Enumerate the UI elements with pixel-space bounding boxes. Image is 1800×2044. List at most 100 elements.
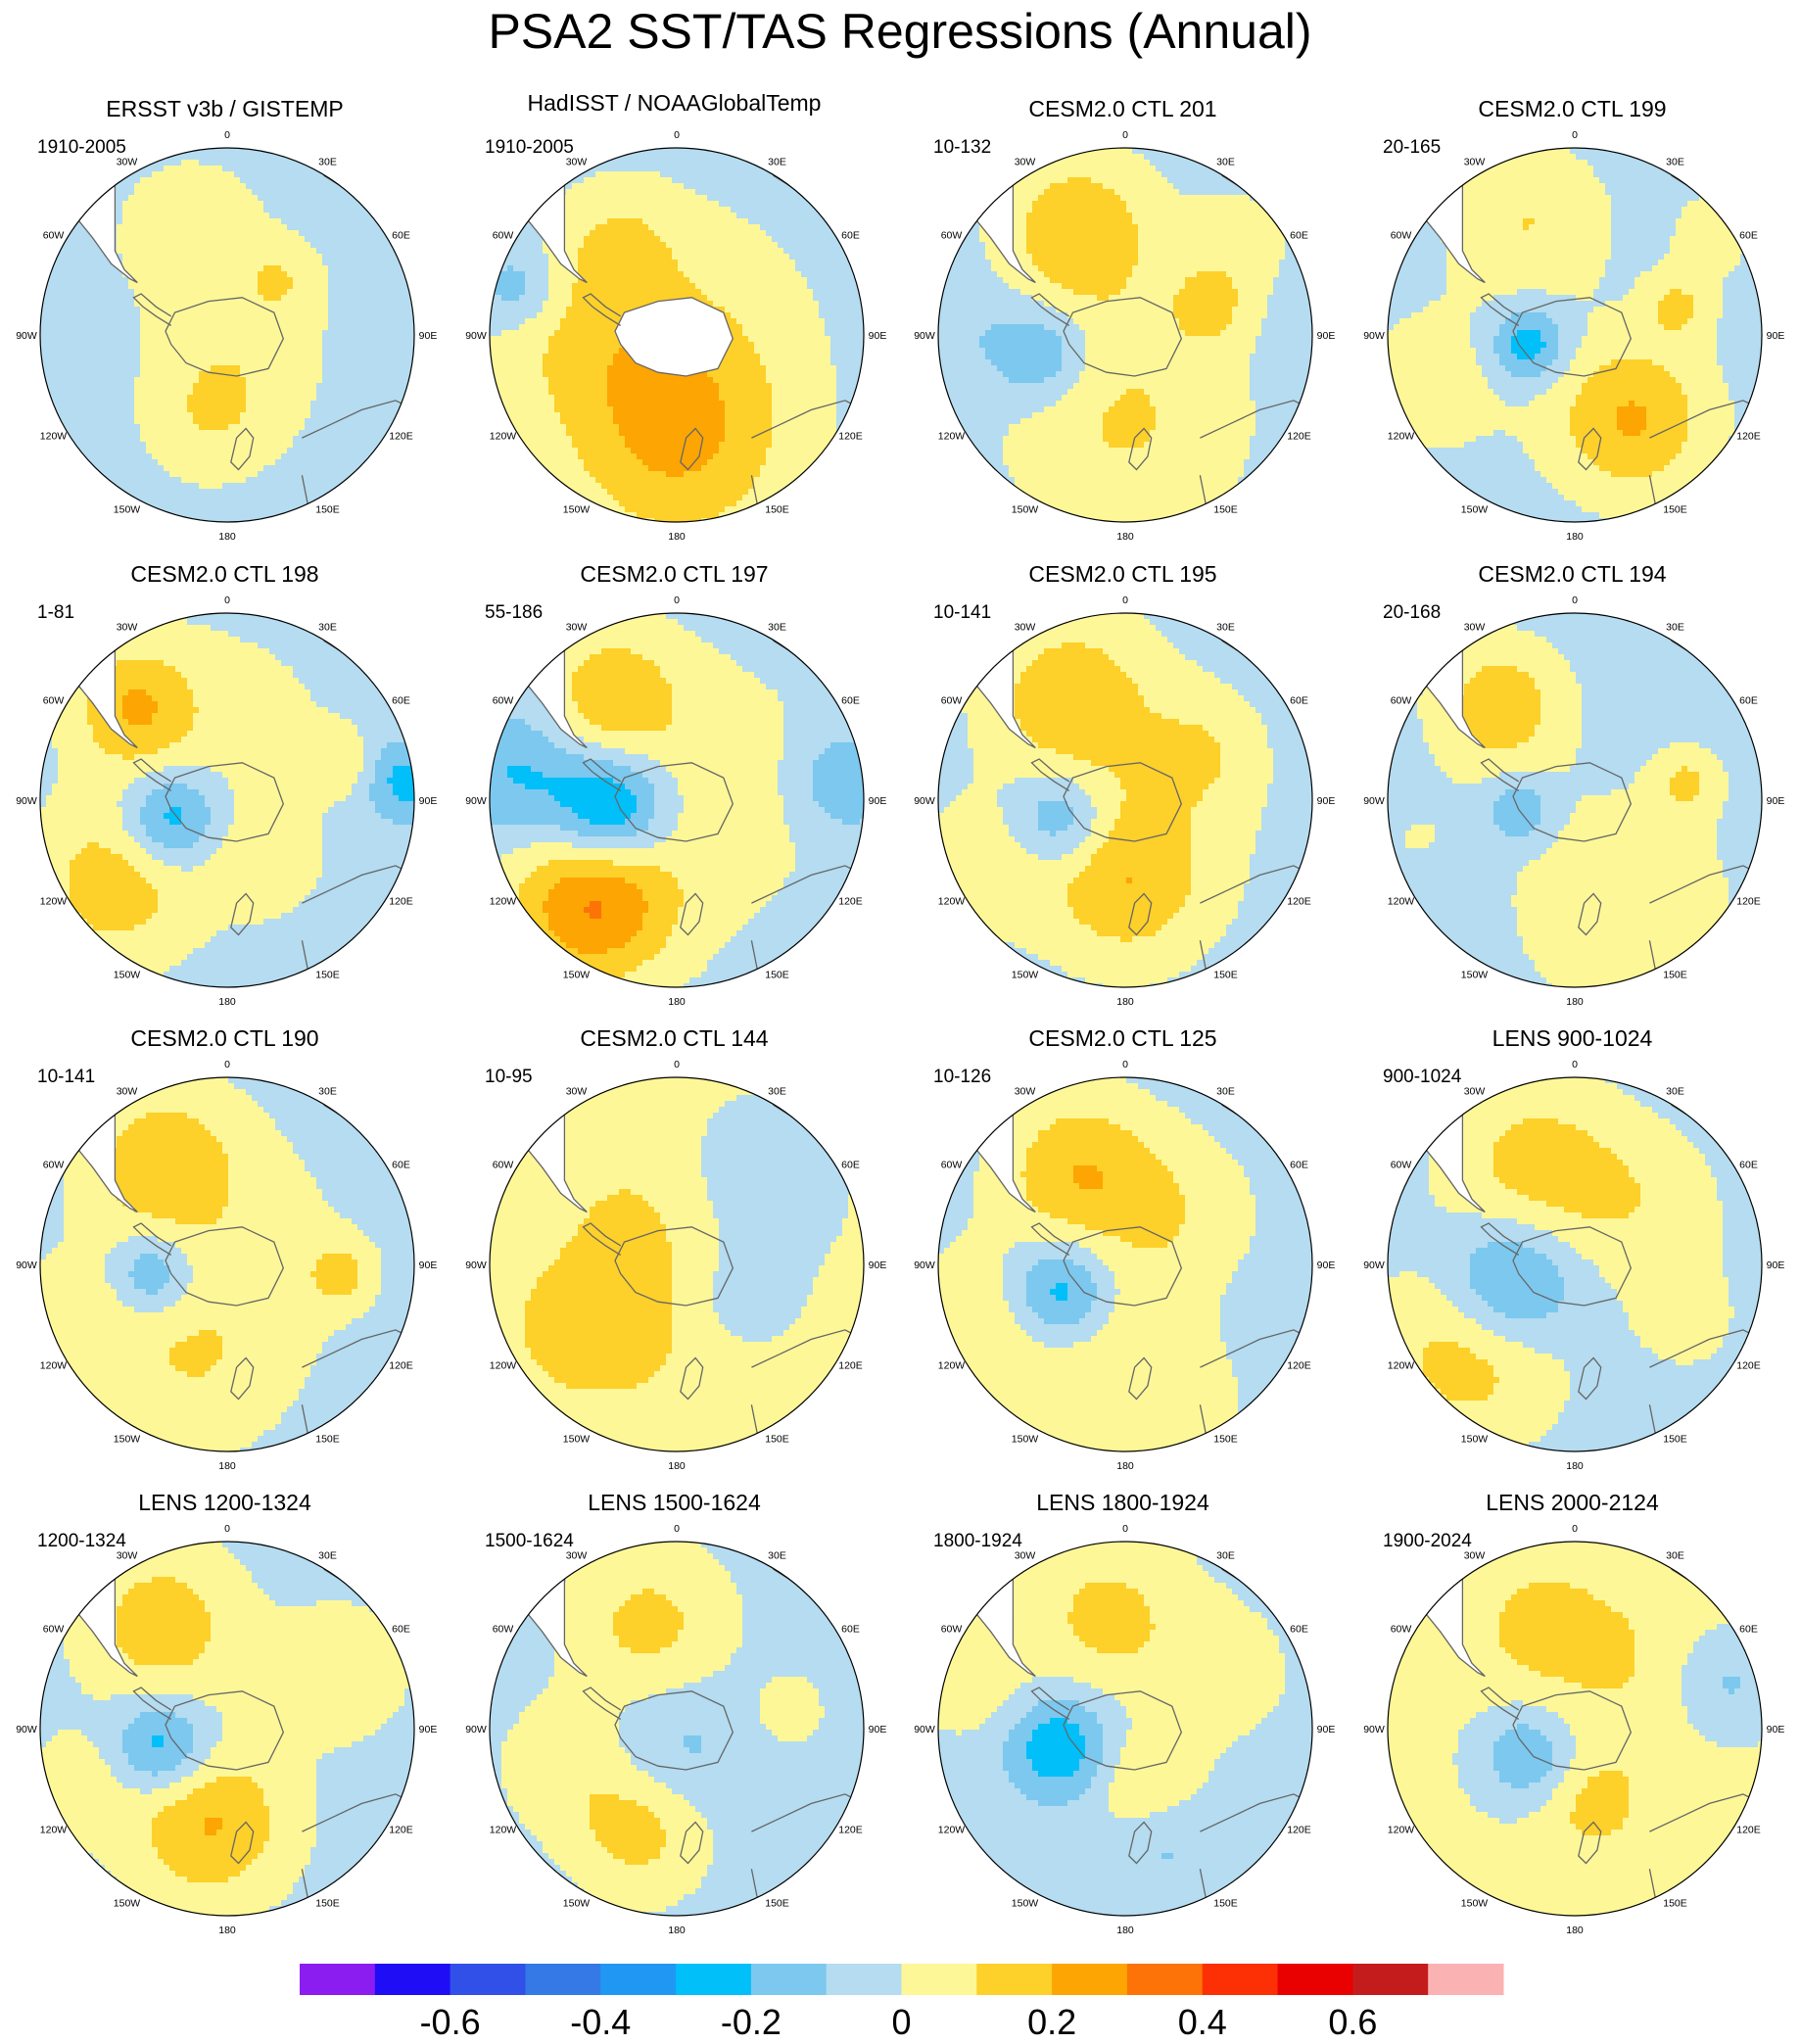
anomaly-cell bbox=[140, 336, 147, 343]
anomaly-cell bbox=[258, 242, 264, 249]
anomaly-cell bbox=[305, 453, 311, 460]
anomaly-cell bbox=[369, 224, 376, 231]
anomaly-cell bbox=[193, 248, 200, 255]
anomaly-cell bbox=[93, 518, 100, 525]
anomaly-cell bbox=[134, 412, 141, 419]
anomaly-cell bbox=[52, 365, 59, 372]
anomaly-cell bbox=[328, 465, 335, 472]
anomaly-cell bbox=[381, 471, 388, 478]
anomaly-cell bbox=[263, 242, 270, 249]
anomaly-cell bbox=[410, 465, 417, 472]
anomaly-cell bbox=[381, 183, 388, 190]
anomaly-cell bbox=[263, 436, 270, 443]
anomaly-cell bbox=[64, 377, 71, 384]
anomaly-cell bbox=[222, 230, 229, 237]
anomaly-cell bbox=[399, 242, 405, 249]
anomaly-cell bbox=[778, 218, 784, 225]
anomaly-cell bbox=[164, 289, 170, 296]
anomaly-cell bbox=[357, 418, 364, 425]
anomaly-cell bbox=[352, 260, 358, 266]
anomaly-cell bbox=[387, 260, 394, 266]
anomaly-cell bbox=[795, 177, 802, 184]
anomaly-cell bbox=[381, 453, 388, 460]
anomaly-cell bbox=[75, 265, 82, 272]
anomaly-cell bbox=[122, 365, 129, 372]
anomaly-cell bbox=[275, 354, 282, 360]
anomaly-cell bbox=[64, 330, 71, 337]
anomaly-cell bbox=[52, 354, 59, 360]
anomaly-cell bbox=[305, 477, 311, 484]
anomaly-cell bbox=[293, 477, 300, 484]
anomaly-cell bbox=[854, 154, 861, 161]
anomaly-cell bbox=[525, 201, 532, 208]
anomaly-cell bbox=[64, 383, 71, 390]
anomaly-cell bbox=[316, 448, 323, 454]
anomaly-cell bbox=[228, 359, 235, 366]
anomaly-cell bbox=[146, 383, 153, 390]
anomaly-cell bbox=[369, 436, 376, 443]
anomaly-cell bbox=[70, 342, 76, 349]
anomaly-cell bbox=[70, 301, 76, 308]
anomaly-cell bbox=[269, 389, 276, 396]
anomaly-cell bbox=[140, 330, 147, 337]
anomaly-cell bbox=[252, 459, 259, 466]
anomaly-cell bbox=[228, 154, 235, 161]
anomaly-cell bbox=[399, 518, 405, 525]
anomaly-cell bbox=[64, 207, 71, 214]
anomaly-cell bbox=[305, 207, 311, 214]
anomaly-cell bbox=[795, 154, 802, 161]
anomaly-cell bbox=[216, 383, 223, 390]
anomaly-cell bbox=[328, 260, 335, 266]
anomaly-cell bbox=[99, 277, 106, 284]
anomaly-cell bbox=[393, 289, 400, 296]
anomaly-cell bbox=[146, 254, 153, 261]
anomaly-cell bbox=[305, 371, 311, 378]
anomaly-cell bbox=[754, 213, 761, 219]
anomaly-cell bbox=[269, 500, 276, 507]
anomaly-cell bbox=[701, 207, 708, 214]
anomaly-cell bbox=[340, 242, 347, 249]
anomaly-cell bbox=[807, 207, 814, 214]
anomaly-cell bbox=[287, 330, 294, 337]
anomaly-cell bbox=[299, 213, 306, 219]
anomaly-cell bbox=[299, 301, 306, 308]
anomaly-cell bbox=[836, 177, 843, 184]
anomaly-cell bbox=[299, 383, 306, 390]
anomaly-cell bbox=[199, 254, 206, 261]
anomaly-cell bbox=[281, 424, 288, 431]
anomaly-cell bbox=[310, 448, 317, 454]
anomaly-cell bbox=[187, 377, 194, 384]
anomaly-cell bbox=[287, 359, 294, 366]
anomaly-cell bbox=[352, 201, 358, 208]
anomaly-cell bbox=[281, 483, 288, 490]
anomaly-cell bbox=[287, 365, 294, 372]
anomaly-cell bbox=[140, 324, 147, 331]
anomaly-cell bbox=[99, 154, 106, 161]
anomaly-cell bbox=[46, 483, 53, 490]
anomaly-cell bbox=[146, 424, 153, 431]
anomaly-cell bbox=[40, 324, 47, 331]
anomaly-cell bbox=[595, 218, 602, 225]
anomaly-cell bbox=[310, 412, 317, 419]
anomaly-cell bbox=[52, 166, 59, 172]
anomaly-cell bbox=[287, 371, 294, 378]
anomaly-cell bbox=[672, 189, 679, 196]
anomaly-cell bbox=[169, 171, 176, 178]
anomaly-cell bbox=[381, 213, 388, 219]
anomaly-cell bbox=[772, 213, 779, 219]
anomaly-cell bbox=[352, 506, 358, 513]
anomaly-cell bbox=[246, 312, 253, 319]
anomaly-cell bbox=[246, 377, 253, 384]
anomaly-cell bbox=[140, 248, 147, 255]
anomaly-cell bbox=[134, 271, 141, 278]
anomaly-cell bbox=[240, 277, 247, 284]
anomaly-cell bbox=[175, 359, 182, 366]
anomaly-cell bbox=[64, 265, 71, 272]
anomaly-cell bbox=[122, 248, 129, 255]
anomaly-cell bbox=[122, 218, 129, 225]
anomaly-cell bbox=[819, 154, 826, 161]
anomaly-cell bbox=[369, 201, 376, 208]
anomaly-cell bbox=[293, 354, 300, 360]
anomaly-cell bbox=[258, 312, 264, 319]
anomaly-cell bbox=[352, 512, 358, 519]
